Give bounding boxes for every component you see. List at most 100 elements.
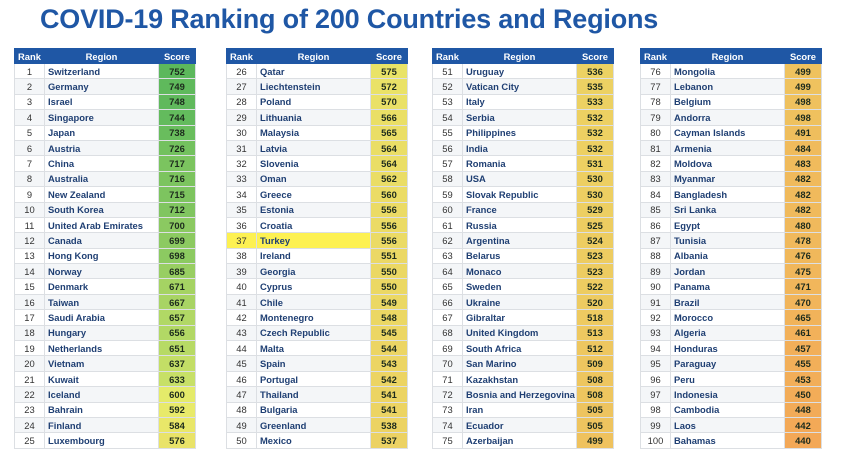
region-cell: USA [462,170,577,188]
rank-cell: 55 [432,124,463,141]
score-cell: 575 [370,62,408,80]
table-row: 81 Armenia 484 [640,139,822,157]
rank-cell: 79 [640,109,671,126]
score-cell: 726 [158,139,196,157]
region-cell: Taiwan [44,293,159,311]
table-row: 91 Brazil 470 [640,293,822,311]
table-row: 5 Japan 738 [14,124,196,141]
score-cell: 523 [576,247,614,265]
table-row: 68 United Kingdom 513 [432,324,614,342]
table-row: 47 Thailand 541 [226,386,408,403]
table-row: 87 Tunisia 478 [640,232,822,249]
region-cell: Andorra [670,109,785,126]
table-row: 76 Mongolia 499 [640,62,822,80]
score-cell: 541 [370,386,408,403]
table-row: 56 India 532 [432,139,614,157]
score-cell: 499 [784,62,822,80]
rank-header: Rank [432,48,463,64]
table-row: 34 Greece 560 [226,186,408,203]
rank-cell: 56 [432,139,463,157]
table-row: 10 South Korea 712 [14,201,196,218]
table-row: 15 Denmark 671 [14,278,196,295]
score-cell: 509 [576,355,614,372]
rank-cell: 63 [432,247,463,265]
score-cell: 522 [576,278,614,295]
score-cell: 699 [158,232,196,249]
region-cell: Algeria [670,324,785,342]
score-cell: 491 [784,124,822,141]
score-cell: 549 [370,293,408,311]
rank-cell: 77 [640,78,671,95]
rank-cell: 90 [640,278,671,295]
table-row: 48 Bulgaria 541 [226,401,408,418]
score-cell: 532 [576,139,614,157]
score-cell: 482 [784,170,822,188]
score-cell: 542 [370,370,408,388]
score-cell: 700 [158,216,196,234]
rank-cell: 12 [14,232,45,249]
table-row: 90 Panama 471 [640,278,822,295]
score-cell: 752 [158,62,196,80]
table-row: 41 Chile 549 [226,293,408,311]
region-cell: Vatican City [462,78,577,95]
score-cell: 712 [158,201,196,218]
score-cell: 471 [784,278,822,295]
region-cell: Serbia [462,109,577,126]
rank-cell: 16 [14,293,45,311]
table-row: 13 Hong Kong 698 [14,247,196,265]
rank-cell: 23 [14,401,45,418]
rank-cell: 92 [640,309,671,326]
table-row: 26 Qatar 575 [226,62,408,80]
rank-cell: 3 [14,93,45,111]
rank-cell: 36 [226,216,257,234]
score-cell: 531 [576,155,614,172]
table-row: 53 Italy 533 [432,93,614,111]
score-cell: 744 [158,109,196,126]
score-cell: 524 [576,232,614,249]
table-row: 63 Belarus 523 [432,247,614,265]
region-cell: Bulgaria [256,401,371,418]
rank-cell: 97 [640,386,671,403]
table-row: 71 Kazakhstan 508 [432,370,614,388]
rank-cell: 28 [226,93,257,111]
rank-cell: 41 [226,293,257,311]
region-cell: Singapore [44,109,159,126]
rank-cell: 44 [226,340,257,357]
table-row: 50 Mexico 537 [226,432,408,449]
rank-cell: 70 [432,355,463,372]
score-cell: 545 [370,324,408,342]
region-cell: Laos [670,416,785,434]
score-cell: 478 [784,232,822,249]
table-row: 75 Azerbaijan 499 [432,432,614,449]
score-cell: 535 [576,78,614,95]
rank-cell: 35 [226,201,257,218]
region-cell: Saudi Arabia [44,309,159,326]
table-row: 17 Saudi Arabia 657 [14,309,196,326]
table-row: 77 Lebanon 499 [640,78,822,95]
region-cell: Paraguay [670,355,785,372]
region-cell: Latvia [256,139,371,157]
region-cell: Finland [44,416,159,434]
score-cell: 476 [784,247,822,265]
region-cell: Australia [44,170,159,188]
score-header: Score [370,48,408,64]
table-row: 82 Moldova 483 [640,155,822,172]
table-row: 38 Ireland 551 [226,247,408,265]
table-row: 60 France 529 [432,201,614,218]
score-cell: 440 [784,432,822,449]
table-row: 22 Iceland 600 [14,386,196,403]
region-cell: Monaco [462,263,577,280]
region-cell: Romania [462,155,577,172]
rank-cell: 100 [640,432,671,449]
region-cell: Greenland [256,416,371,434]
score-cell: 530 [576,186,614,203]
table-row: 51 Uruguay 536 [432,62,614,80]
table-row: 93 Algeria 461 [640,324,822,342]
score-cell: 556 [370,216,408,234]
ranking-table-4: Rank Region Score 76 Mongolia 499 77 Lebanon… [640,48,822,449]
rank-cell: 59 [432,186,463,203]
region-cell: Iran [462,401,577,418]
rank-cell: 52 [432,78,463,95]
region-cell: Canada [44,232,159,249]
table-row: 79 Andorra 498 [640,109,822,126]
